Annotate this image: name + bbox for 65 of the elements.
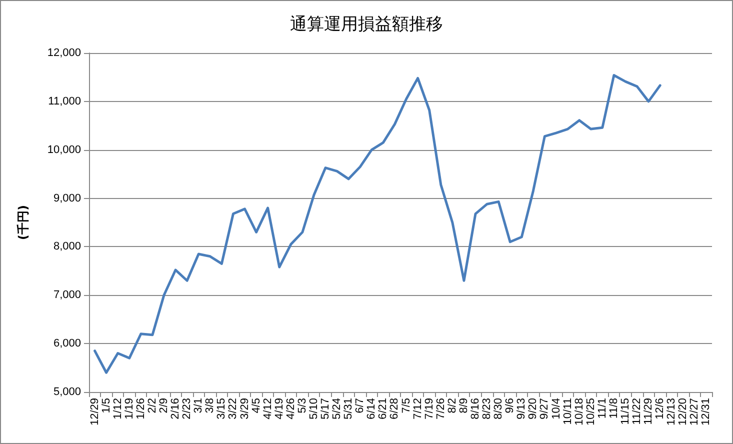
x-tick-label: 8/9	[458, 398, 470, 414]
y-tick-label: 10,000	[47, 144, 81, 156]
x-tick-label: 5/31	[342, 398, 355, 420]
x-tick-label: 12/31	[700, 398, 712, 426]
y-tick-label: 7,000	[53, 289, 81, 302]
x-tick-label: 6/14	[366, 398, 378, 420]
x-tick-label: 5/3	[296, 398, 308, 414]
y-axis-title: (千円)	[16, 205, 30, 240]
x-tick-label: 7/19	[423, 398, 436, 420]
x-tick-label: 3/22	[227, 398, 240, 420]
x-tick-label: 11/8	[608, 398, 620, 419]
y-tick-label: 11,000	[48, 95, 81, 108]
x-tick-label: 9/27	[538, 398, 551, 420]
x-tick-label: 11/22	[631, 398, 644, 425]
y-tick-label: 8,000	[53, 240, 81, 253]
x-tick-label: 3/15	[216, 398, 228, 420]
x-tick-label: 6/7	[354, 398, 366, 414]
x-tick-label: 8/30	[492, 398, 505, 420]
x-tick-label: 8/16	[469, 398, 482, 420]
x-tick-label: 8/23	[481, 398, 494, 420]
x-tick-label: 10/25	[584, 398, 597, 426]
x-tick-label: 12/27	[688, 398, 701, 426]
x-tick-label: 9/13	[516, 398, 528, 420]
x-tick-label: 2/9	[158, 398, 170, 414]
x-tick-label: 8/2	[446, 398, 458, 414]
x-tick-label: 1/19	[123, 398, 136, 420]
x-tick-label: 7/12	[412, 398, 424, 420]
x-tick-label: 10/18	[573, 398, 586, 426]
x-tick-label: 12/20	[677, 398, 690, 426]
x-tick-label: 3/1	[192, 398, 205, 414]
x-tick-label: 5/17	[320, 398, 332, 420]
x-tick-label: 4/12	[262, 398, 274, 420]
x-tick-label: 12/29	[88, 398, 101, 426]
x-tick-label: 7/5	[400, 398, 412, 414]
y-tick-label: 6,000	[53, 338, 81, 350]
x-tick-label: 1/12	[112, 398, 124, 420]
x-tick-label: 4/5	[250, 398, 262, 414]
x-tick-label: 2/23	[181, 398, 194, 420]
x-tick-label: 4/19	[273, 398, 286, 420]
x-tick-label: 9/6	[504, 398, 516, 414]
x-tick-label: 5/24	[331, 398, 344, 420]
x-tick-label: 9/20	[527, 398, 540, 420]
x-tick-label: 4/26	[284, 398, 297, 420]
x-tick-label: 12/13	[666, 398, 678, 426]
y-tick-label: 12,000	[47, 47, 81, 59]
x-tick-label: 1/5	[100, 398, 112, 414]
x-tick-label: 2/2	[146, 398, 158, 414]
y-tick-label: 9,000	[53, 192, 81, 204]
x-tick-label: 11/1	[596, 398, 608, 419]
x-tick-label: 5/10	[308, 398, 320, 420]
x-tick-label: 10/4	[550, 398, 562, 420]
x-tick-label: 3/8	[204, 398, 216, 414]
y-tick-label: 5,000	[53, 386, 81, 398]
x-tick-label: 6/21	[377, 398, 390, 420]
x-tick-label: 11/15	[619, 398, 632, 425]
x-tick-label: 12/6	[654, 398, 666, 420]
line-series	[94, 74, 662, 374]
chart-title: 通算運用損益額推移	[290, 14, 443, 34]
x-tick-label: 2/16	[170, 398, 182, 420]
x-tick-label: 11/29	[642, 398, 655, 425]
x-tick-label: 6/28	[388, 398, 401, 420]
x-tick-label: 3/29	[238, 398, 251, 420]
x-tick-label: 1/26	[134, 398, 147, 420]
x-tick-label: 10/11	[562, 398, 574, 425]
x-tick-label: 7/26	[434, 398, 447, 420]
